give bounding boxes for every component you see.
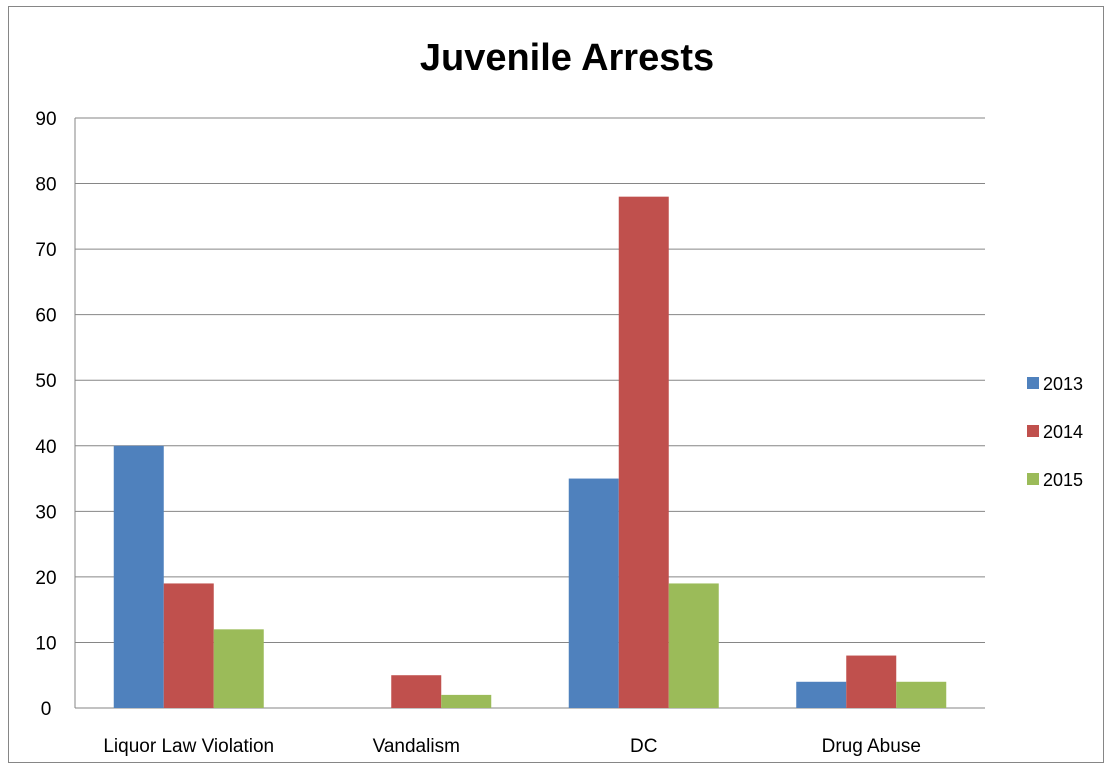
y-tick-label: 40	[35, 437, 56, 458]
bar-2014	[163, 583, 214, 708]
legend: 2013 2014 2015	[1027, 374, 1083, 490]
chart-title: Juvenile Arrests	[420, 37, 714, 79]
bar-2013	[796, 681, 847, 708]
bar-2013	[113, 445, 164, 708]
bar-2015	[441, 694, 492, 708]
x-tick-label: DC	[630, 736, 657, 757]
legend-swatch-2014	[1027, 425, 1039, 437]
legend-label: 2015	[1043, 470, 1083, 490]
bars	[113, 196, 947, 708]
x-tick-label: Drug Abuse	[822, 736, 921, 757]
bar-2014	[846, 655, 897, 708]
bar-2014	[391, 675, 442, 708]
bar-2013	[568, 478, 619, 708]
x-tick-label: Vandalism	[373, 736, 460, 757]
y-tick-label: 70	[35, 240, 56, 261]
legend-label: 2014	[1043, 422, 1083, 442]
legend-swatch-2013	[1027, 377, 1039, 389]
y-axis-ticks: 0 10 20 30 40 50 60 70 80 90	[35, 109, 56, 720]
y-tick-label: 30	[35, 502, 56, 523]
x-axis-ticks: Liquor Law Violation Vandalism DC Drug Abus…	[103, 736, 921, 757]
y-tick-label: 60	[35, 306, 56, 327]
y-tick-label: 80	[35, 175, 56, 196]
x-tick-label: Liquor Law Violation	[103, 736, 274, 757]
bar-2015	[668, 583, 719, 708]
legend-swatch-2015	[1027, 473, 1039, 485]
bar-2015	[213, 629, 264, 708]
bar-2015	[896, 681, 947, 708]
y-tick-label: 20	[35, 568, 56, 589]
y-tick-label: 90	[35, 109, 56, 130]
legend-label: 2013	[1043, 374, 1083, 394]
y-tick-label: 50	[35, 371, 56, 392]
y-tick-label: 10	[35, 633, 56, 654]
y-tick-label: 0	[41, 699, 52, 720]
bar-2014	[618, 196, 669, 708]
